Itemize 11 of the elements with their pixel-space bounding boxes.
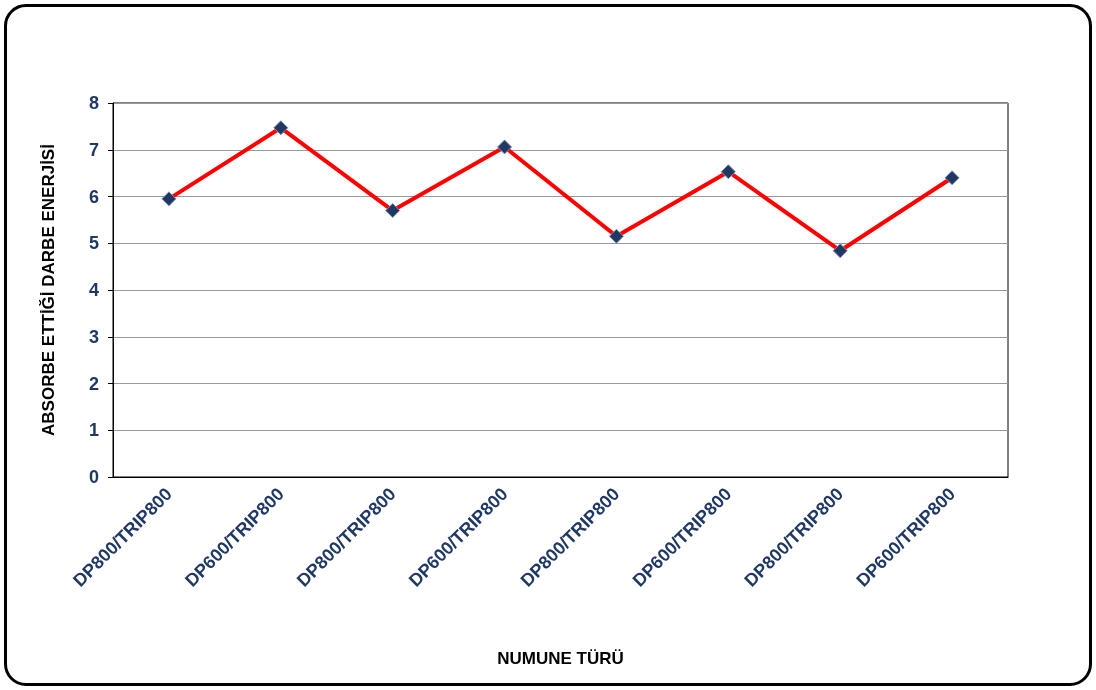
y-tick-label: 7 xyxy=(88,139,99,160)
y-tick-label: 3 xyxy=(88,326,99,347)
x-axis-title: NUMUNE TÜRÜ xyxy=(497,649,624,668)
y-tick-label: 8 xyxy=(88,93,99,113)
y-tick-label: 5 xyxy=(88,233,99,254)
y-tick-label: 0 xyxy=(88,467,99,487)
y-axis-title: ABSORBE ETTİĞİ DARBE ENERJİSİ xyxy=(39,144,58,436)
y-tick-label: 1 xyxy=(88,420,99,441)
y-tick-label: 2 xyxy=(88,373,99,394)
y-tick-label: 4 xyxy=(88,280,99,300)
y-tick-label: 6 xyxy=(88,186,99,207)
